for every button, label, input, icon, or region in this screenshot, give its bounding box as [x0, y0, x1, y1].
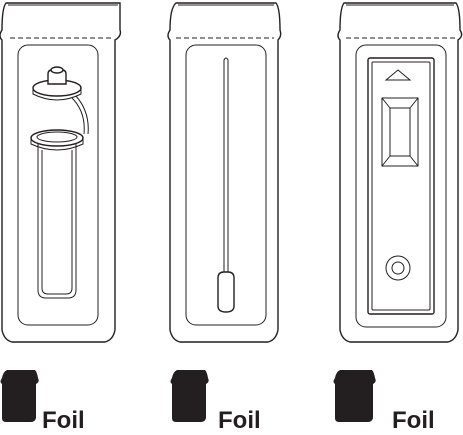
- foil-icon: [0, 370, 39, 422]
- collection-tube-icon: [30, 66, 89, 299]
- foil-label: Foil: [42, 407, 85, 434]
- foil-label: Foil: [218, 407, 261, 434]
- pouch-inner-wrap: [355, 44, 447, 328]
- arrow-up-icon: [384, 69, 412, 81]
- pouch-inner-wrap: [17, 44, 99, 326]
- legend-foil-1: Foil: [0, 370, 85, 434]
- sample-well: [385, 255, 411, 281]
- test-cassette-icon: [367, 57, 435, 315]
- swab-icon: [217, 57, 235, 313]
- foil-pouch-cassette: [337, 2, 463, 343]
- foil-icon: [333, 370, 376, 422]
- foil-pouch-tube: [0, 2, 122, 343]
- pouch-inner-wrap: [185, 44, 267, 326]
- pouch-outline: [0, 2, 122, 343]
- legend-foil-3: Foil: [333, 370, 435, 434]
- foil-label: Foil: [392, 407, 435, 434]
- foil-icon: [170, 370, 209, 422]
- legend-foil-2: Foil: [170, 370, 261, 434]
- foil-pouch-swab: [167, 2, 282, 343]
